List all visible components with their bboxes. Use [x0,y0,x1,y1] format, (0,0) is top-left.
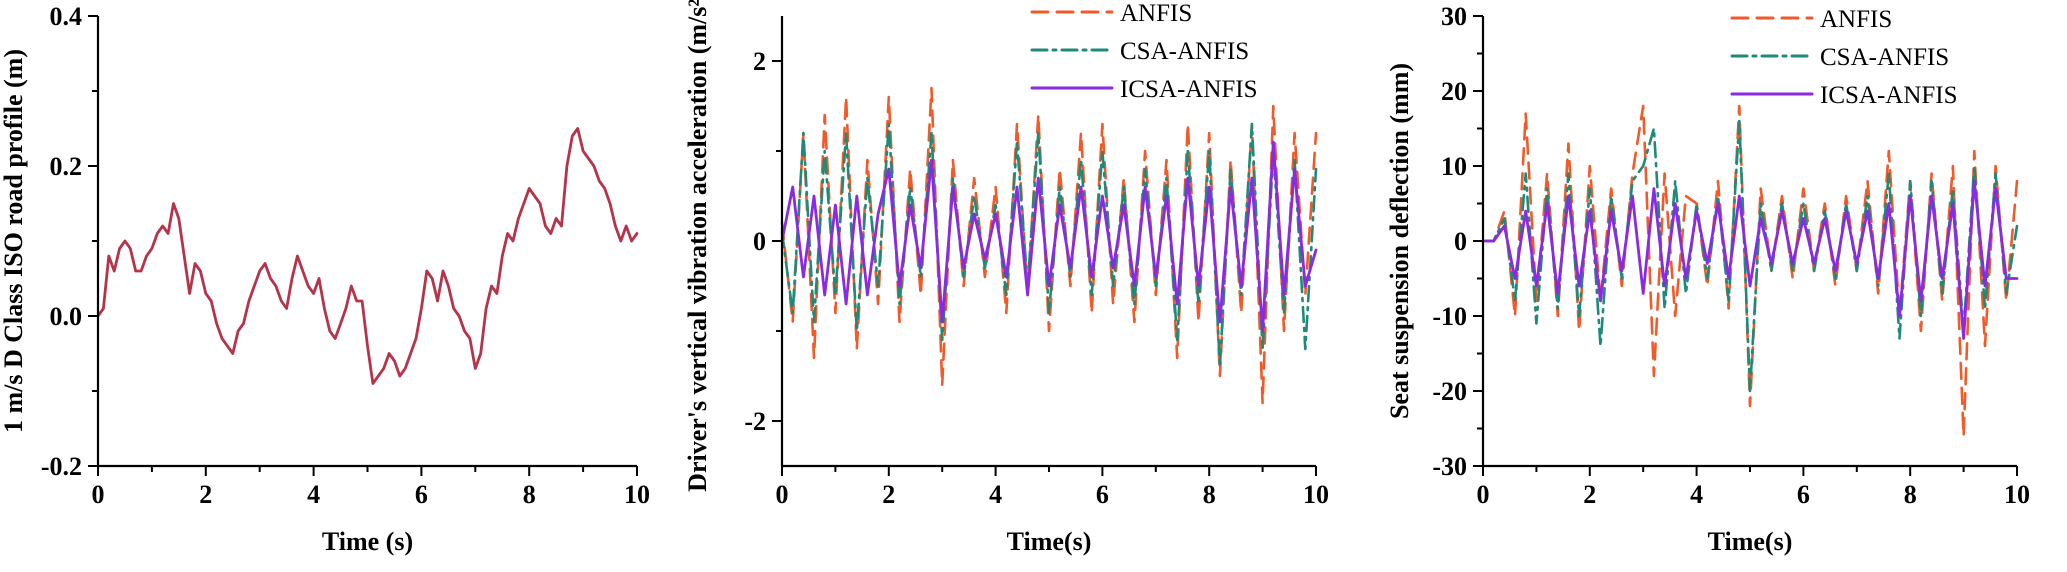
c1-legend-label-anfis: ANFIS [1120,0,1192,27]
c2-y-tick-label: 30 [1441,2,1467,31]
c1-series-icsa-anfis-line [780,140,1318,333]
c1-y-tick-label: 0 [753,227,766,256]
c2-x-tick-label: 6 [1797,480,1810,509]
c0-x-tick-label: 0 [92,480,105,509]
c1-x-tick-label: 10 [1303,480,1329,509]
c2-x-tick-label: 2 [1583,480,1596,509]
c1-x-tick-label: 6 [1096,480,1109,509]
c2-y-tick-label: 10 [1441,152,1467,181]
c0-y-tick-label: 0.2 [50,152,83,181]
c2-y-axis-title: Seat suspension deflection (mm) [1385,63,1414,419]
c0-x-tick-label: 4 [307,480,320,509]
c2-legend-label-anfis: ANFIS [1820,6,1892,33]
road-profile-chart: 0 2 4 6 8 10 -0.2 0.0 0.2 0.4 Time (s) 1 m/s D Clas… [0,2,650,556]
c2-y-tick-label: -10 [1432,302,1467,331]
c0-y-tick-label: -0.2 [41,452,82,481]
c1-legend-label-csa-anfis: CSA-ANFIS [1120,38,1249,65]
c2-y-tick-label: -20 [1432,377,1467,406]
c2-x-tick-label: 10 [2004,480,2030,509]
c0-y-axis-title: 1 m/s D Class ISO road profile (m) [0,49,28,433]
c0-x-tick-label: 2 [199,480,212,509]
c2-y-tick-label: -30 [1432,452,1467,481]
c0-series-0-line [96,127,639,385]
c1-x-tick-label: 4 [989,480,1002,509]
c2-series-icsa-anfis-line [1481,179,2019,340]
c1-y-tick-label: 2 [753,47,766,76]
c2-x-axis-title: Time(s) [1708,527,1793,556]
c1-x-tick-label: 2 [882,480,895,509]
c0-x-axis-title: Time (s) [322,527,413,556]
c0-x-tick-label: 8 [523,480,536,509]
c1-y-axis-title: Driver's vertical vibration acceleration… [683,0,712,492]
c2-x-tick-label: 8 [1904,480,1917,509]
c2-x-tick-label: 0 [1477,480,1490,509]
c1-legend-label-icsa-anfis: ICSA-ANFIS [1120,76,1258,103]
acceleration-chart: 0 2 4 6 8 10 -2 0 2 Time(s) Driver's vertical vibr… [683,0,1329,556]
c1-x-tick-label: 8 [1203,480,1216,509]
c2-x-tick-label: 4 [1690,480,1703,509]
c2-legend-label-icsa-anfis: ICSA-ANFIS [1820,82,1958,109]
c2-legend-label-csa-anfis: CSA-ANFIS [1820,44,1949,71]
c2-y-tick-label: 0 [1454,227,1467,256]
c0-y-tick-label: 0.0 [50,302,83,331]
c1-x-axis-title: Time(s) [1007,527,1092,556]
c1-y-tick-label: -2 [744,407,766,436]
c2-y-tick-label: 20 [1441,77,1467,106]
c0-y-tick-label: 0.4 [50,2,83,31]
c0-x-tick-label: 6 [415,480,428,509]
seat-deflection-chart: 0 2 4 6 8 10 -30 -20 -10 0 10 20 30 Time(s) Seat suspe… [1385,2,2030,556]
c1-x-tick-label: 0 [776,480,789,509]
c0-x-tick-label: 10 [624,480,650,509]
